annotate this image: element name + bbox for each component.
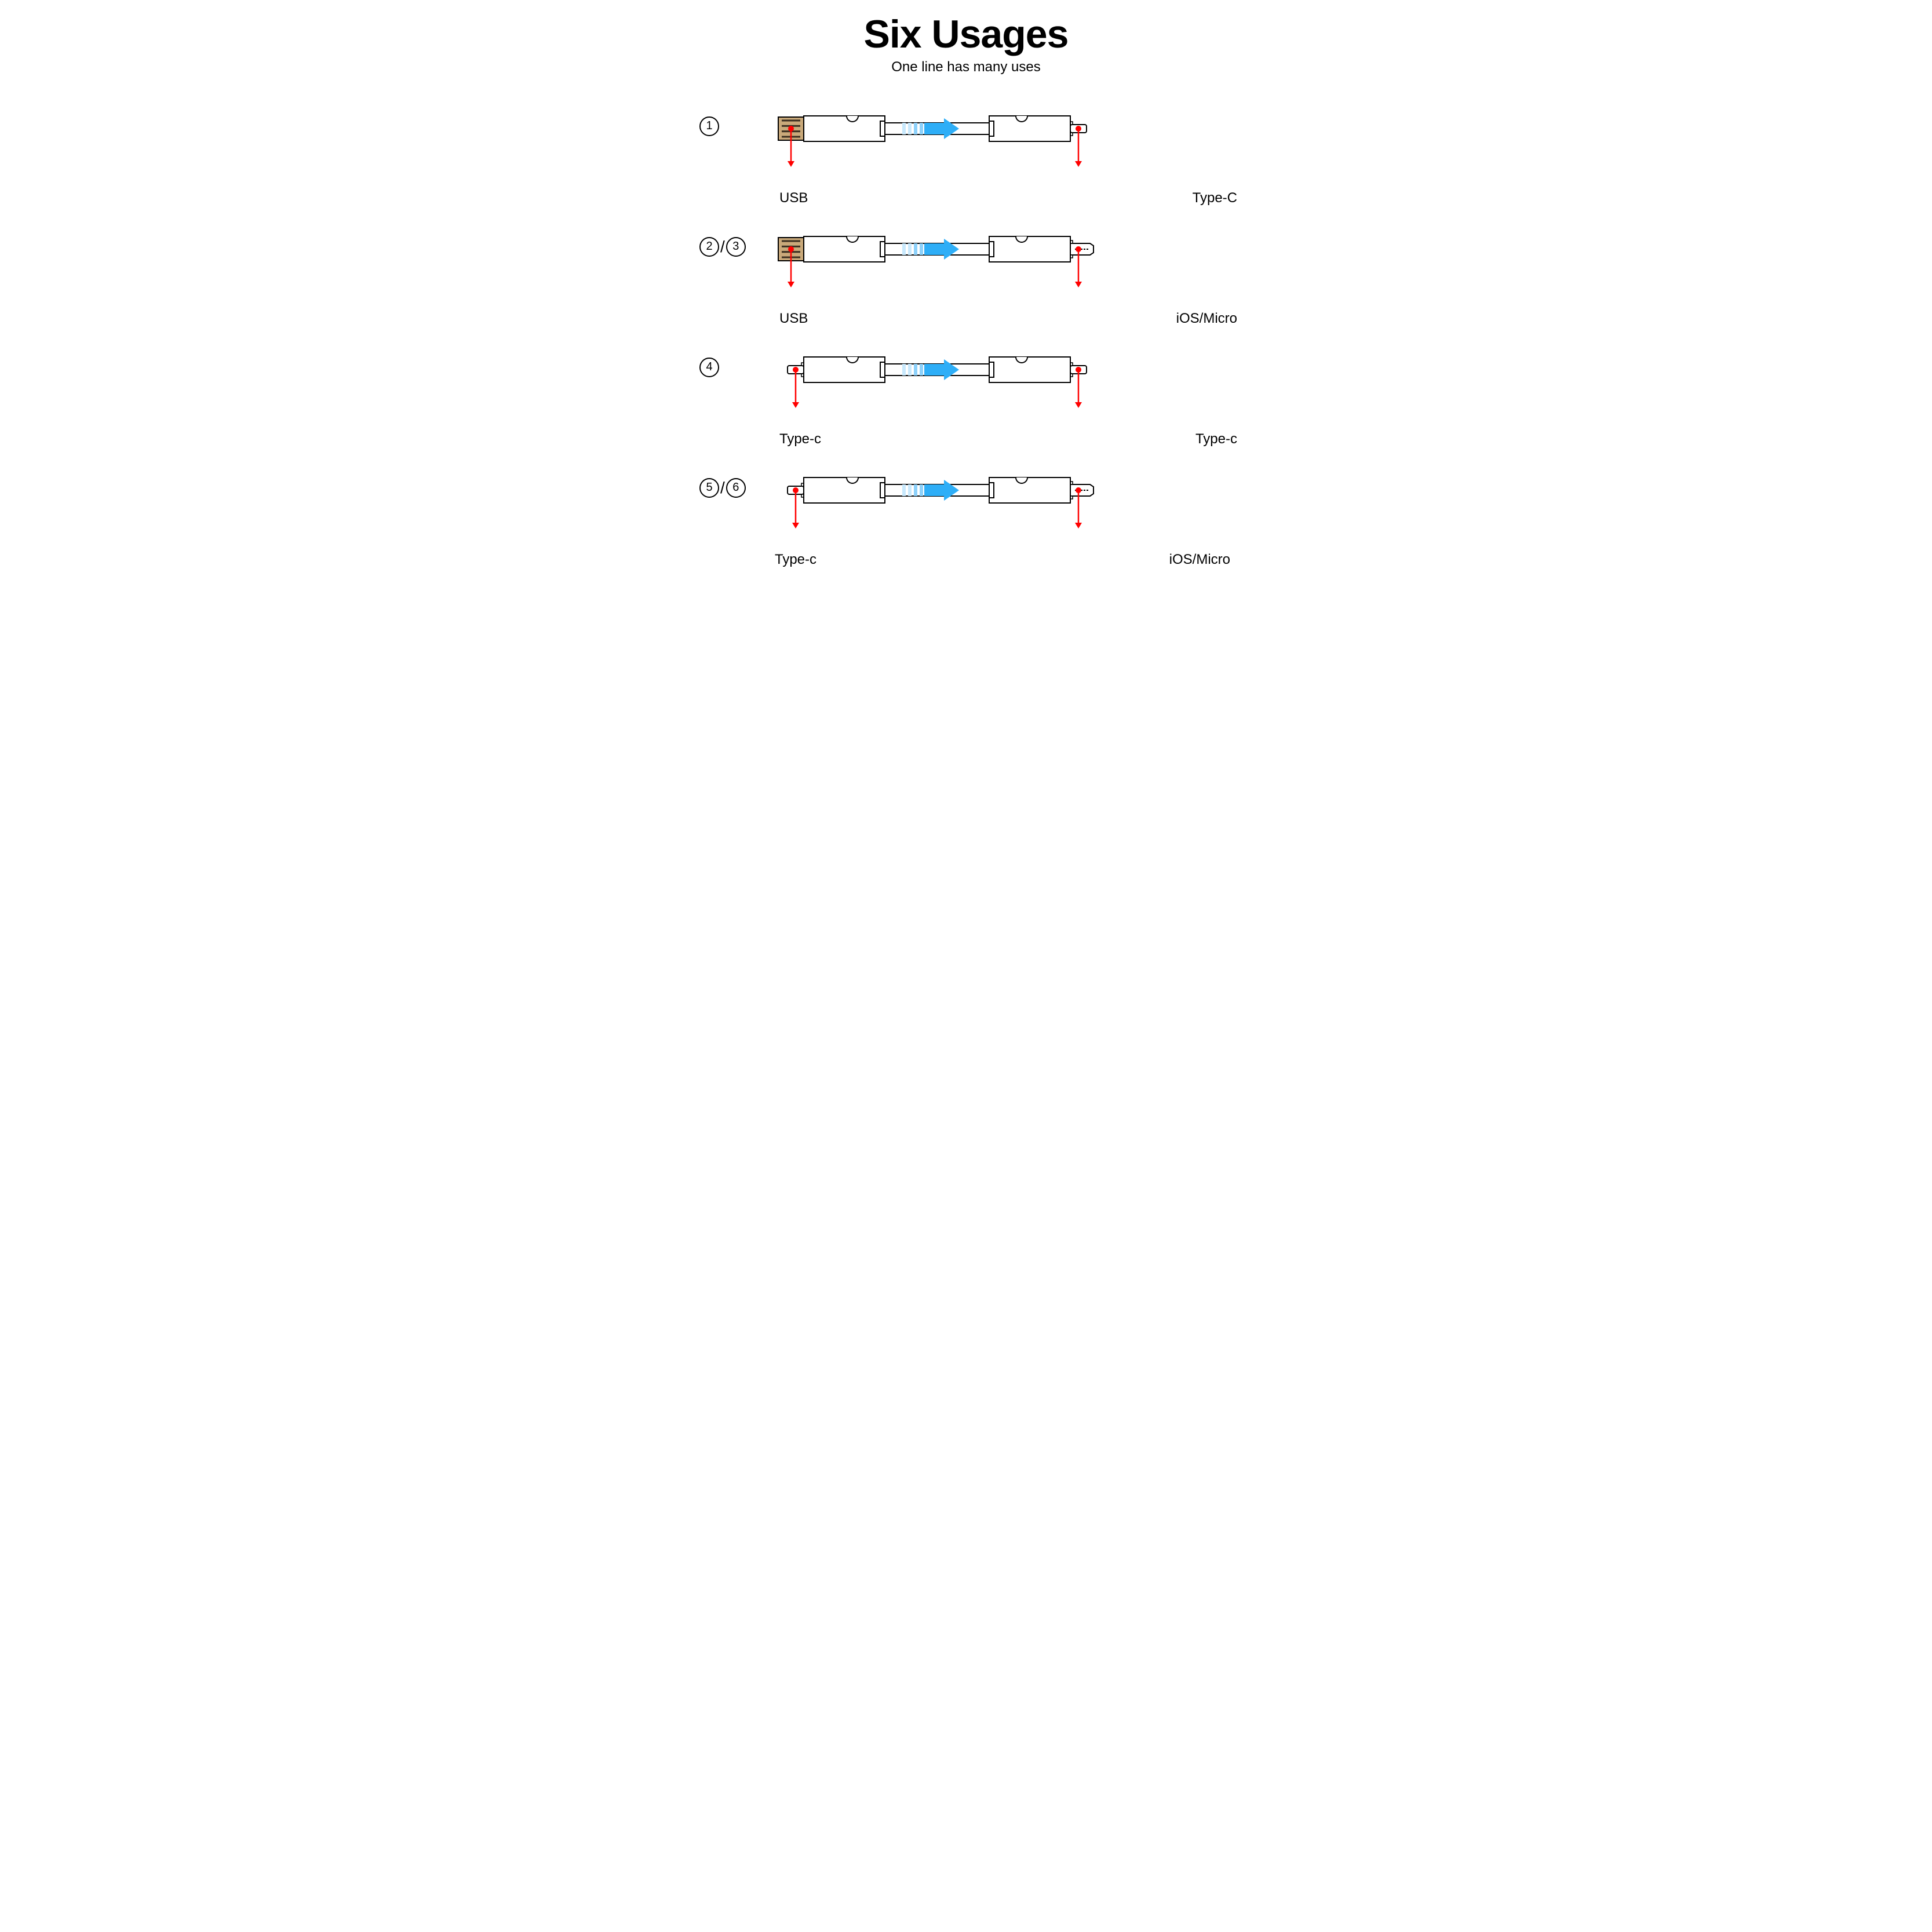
page-subtitle: One line has many uses [653,59,1279,75]
cable-wrap: Type-c iOS/Micro [775,466,1233,549]
index-badge: 5 [699,478,719,498]
left-connector-label: Type-c [779,431,821,447]
row-index: 1 [699,104,775,136]
left-connector-label: USB [779,311,808,327]
row-index: 5/6 [699,466,775,498]
cable-wrap: USB Type-C [775,104,1233,188]
usage-row: 1 USB Type-C [699,104,1233,203]
usage-row: 4 Type-c Type-c [699,345,1233,444]
usage-row: 2/3 USB iOS/Micro [699,225,1233,323]
page-title: Six Usages [653,12,1279,57]
cable-diagram [775,225,1099,289]
right-connector-label: iOS/Micro [1169,552,1230,568]
right-connector-label: Type-C [1193,190,1237,206]
left-connector-label: USB [779,190,808,206]
index-badge: 4 [699,358,719,377]
row-index: 2/3 [699,225,775,257]
right-connector-label: Type-c [1195,431,1237,447]
cable-diagram [775,104,1099,168]
cable-diagram [775,466,1099,530]
left-connector-label: Type-c [775,552,816,568]
right-connector-label: iOS/Micro [1176,311,1237,327]
usage-row: 5/6 Type-c iOS/Micro [699,466,1233,564]
index-badge: 6 [726,478,746,498]
index-badge: 1 [699,116,719,136]
index-badge: 2 [699,237,719,257]
index-badge: 3 [726,237,746,257]
cable-wrap: Type-c Type-c [775,345,1233,429]
row-index: 4 [699,345,775,377]
diagram-rows: 1 USB Type-C 2/3 USB iOS/Micro 4 Type-c … [653,75,1279,564]
cable-diagram [775,345,1099,409]
cable-wrap: USB iOS/Micro [775,225,1233,308]
